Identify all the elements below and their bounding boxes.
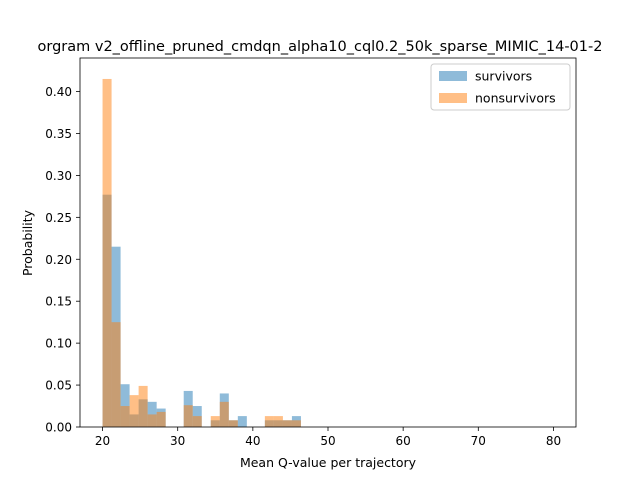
chart-title: orgram v2_offline_pruned_cmdqn_alpha10_c… [38,39,603,55]
legend-label-nonsurvivors: nonsurvivors [475,91,556,106]
bars-layer [102,78,301,427]
bar-nonsurvivors-0 [102,78,112,427]
y-tick-label-0.35: 0.35 [45,127,72,141]
x-axis-label: Mean Q-value per trajectory [240,455,417,470]
y-tick-label-0.15: 0.15 [45,295,72,309]
y-tick-label-0.05: 0.05 [45,379,72,393]
bar-nonsurvivors-6 [156,411,166,427]
bar-nonsurvivors-4 [138,385,148,427]
x-tick-label-70: 70 [471,434,486,448]
bar-nonsurvivors-1 [111,322,121,427]
bar-nonsurvivors-10 [192,416,202,427]
bar-nonsurvivors-21 [291,420,301,427]
x-tick-label-40: 40 [245,434,260,448]
bar-survivors-2 [120,384,130,427]
x-tick-label-50: 50 [320,434,335,448]
plot-frame [79,57,577,428]
bar-nonsurvivors-19 [273,416,283,427]
bar-survivors-15 [237,416,247,427]
legend: survivors nonsurvivors [430,63,571,111]
x-tick-label-20: 20 [95,434,110,448]
y-tick-label-0.30: 0.30 [45,169,72,183]
y-tick-label-0.20: 0.20 [45,253,72,267]
legend-swatch-survivors [439,71,467,81]
y-tick-label-0.10: 0.10 [45,337,72,351]
axes-layer: 20 30 40 50 60 70 80 0.00 0.05 0.10 0.15 0.20 0.25 0.… [45,57,577,448]
bar-nonsurvivors-9 [183,405,193,427]
x-tick-label-60: 60 [396,434,411,448]
bar-nonsurvivors-3 [129,395,139,427]
y-axis-label: Probability [20,209,35,276]
bar-nonsurvivors-2 [120,406,130,427]
y-tick-label-0.40: 0.40 [45,85,72,99]
legend-swatch-nonsurvivors [439,93,467,103]
legend-label-survivors: survivors [475,69,532,84]
x-tick-label-80: 80 [546,434,561,448]
bar-nonsurvivors-13 [219,401,229,427]
bar-nonsurvivors-18 [264,416,274,427]
y-tick-label-0.00: 0.00 [45,421,72,435]
bar-nonsurvivors-20 [282,420,292,427]
bar-nonsurvivors-12 [210,416,220,427]
bar-nonsurvivors-14 [228,420,238,427]
y-tick-label-0.25: 0.25 [45,211,72,225]
bar-nonsurvivors-5 [147,414,157,427]
x-tick-label-30: 30 [170,434,185,448]
